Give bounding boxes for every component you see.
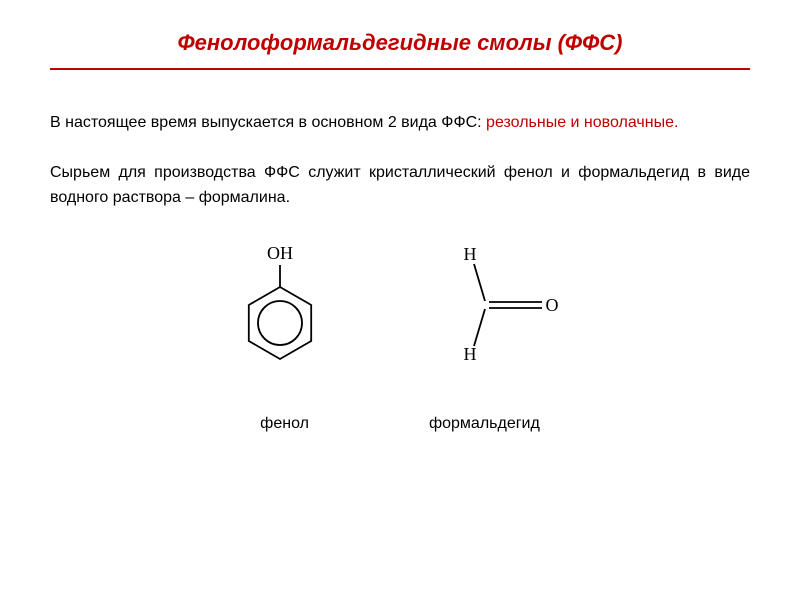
paragraph-1-highlight: резольные и новолачные.	[486, 114, 678, 131]
paragraph-2: Сырьем для производства ФФС служит крист…	[50, 160, 750, 211]
paragraph-1: В настоящее время выпускается в основном…	[50, 110, 750, 136]
phenol-label: фенол	[260, 415, 309, 433]
svg-text:H: H	[464, 244, 477, 264]
svg-text:H: H	[464, 344, 477, 364]
formaldehyde-label: формальдегид	[429, 415, 540, 433]
formaldehyde-structure: H H O	[440, 235, 580, 385]
phenol-svg: OH	[220, 235, 340, 375]
svg-text:OH: OH	[267, 243, 293, 263]
slide-title: Фенолоформальдегидные смолы (ФФС)	[50, 30, 750, 56]
paragraph-1-main: В настоящее время выпускается в основном…	[50, 114, 486, 131]
structure-labels: фенол формальдегид	[50, 415, 750, 433]
phenol-structure: OH	[220, 235, 340, 385]
chemical-structures: OH H H O	[50, 235, 750, 385]
title-text: Фенолоформальдегидные смолы (ФФС)	[177, 30, 622, 55]
formaldehyde-svg: H H O	[440, 235, 580, 375]
svg-text:O: O	[546, 295, 559, 315]
title-underline	[50, 68, 750, 70]
